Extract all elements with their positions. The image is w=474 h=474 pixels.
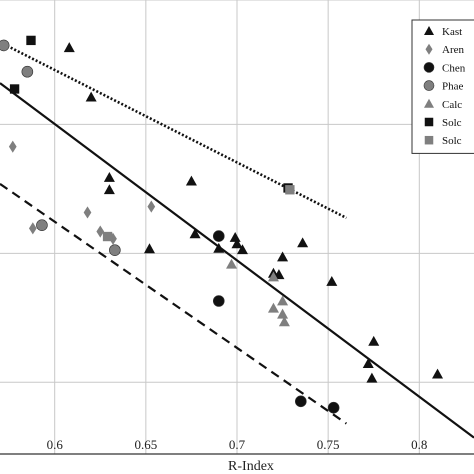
point-solc-6-0: [102, 231, 113, 242]
legend-box: [411, 19, 474, 154]
fit-line-dotted: [0, 41, 347, 220]
point-kast-0-6: [189, 228, 201, 239]
point-aren-1-2: [83, 206, 92, 219]
point-aren-1-3: [96, 225, 105, 238]
point-calc-4-3: [277, 295, 289, 306]
legend-marker-5: [424, 117, 434, 127]
point-kast-0-9: [236, 244, 248, 255]
point-chen-2-1: [212, 295, 225, 307]
point-calc-4-0: [226, 258, 238, 269]
point-kast-0-2: [103, 172, 115, 182]
legend-marker-3: [423, 80, 435, 91]
point-chen-2-3: [327, 401, 340, 414]
point-solc-5-1: [26, 35, 36, 46]
point-kast-0-10: [213, 242, 225, 253]
point-phae-3-3: [109, 244, 121, 256]
point-calc-4-4: [277, 308, 289, 319]
data-markers: [0, 35, 444, 414]
point-kast-0-7: [229, 231, 241, 242]
legend-marker-1: [425, 43, 433, 55]
legend-marker-4: [424, 98, 434, 108]
legend-label-5: Solc: [442, 117, 462, 129]
x-tick-label-0: 0.6: [47, 437, 64, 452]
legend-marker-2: [423, 62, 435, 73]
fit-lines: [0, 41, 474, 439]
legend-label-6: Solc: [442, 135, 462, 147]
legend-marker-0: [424, 26, 434, 35]
point-kast-0-17: [368, 335, 380, 346]
point-aren-1-0: [8, 140, 17, 153]
legend: Kast Aren Chen Phae Calc Solc Solc: [411, 19, 474, 154]
point-aren-1-1: [28, 222, 37, 235]
point-kast-0-1: [85, 91, 97, 102]
point-kast-0-4: [143, 243, 155, 254]
legend-label-1: Aren: [442, 44, 464, 56]
legend-label-3: Phae: [442, 81, 464, 93]
fit-line-solid: [0, 82, 474, 439]
point-calc-4-1: [267, 271, 279, 282]
point-kast-0-8: [231, 238, 243, 249]
x-tick-label-2: 0.7: [229, 437, 246, 452]
point-kast-0-14: [297, 237, 309, 248]
point-kast-0-15: [326, 275, 338, 286]
point-chen-2-0: [212, 230, 225, 242]
legend-label-2: Chen: [442, 62, 466, 74]
point-calc-4-2: [267, 302, 279, 313]
point-solc-6-1: [285, 185, 295, 195]
legend-label-0: Kast: [442, 26, 462, 38]
point-kast-0-13: [277, 251, 289, 262]
point-chen-2-2: [295, 395, 307, 408]
point-phae-3-1: [21, 65, 34, 78]
x-axis-title: R-Index: [228, 459, 274, 474]
point-kast-0-19: [432, 368, 444, 379]
x-tick-labels: 0.6 0.65 0.7 0.75 0.8: [47, 437, 428, 452]
x-tick-label-4: 0.8: [411, 437, 427, 452]
legend-marker-6: [424, 135, 434, 145]
point-aren-1-5: [147, 200, 156, 213]
fit-line-dashed: [0, 182, 348, 425]
point-kast-0-18: [366, 372, 378, 383]
point-solc-5-0: [9, 84, 20, 94]
grid: [0, 0, 474, 454]
legend-label-4: Calc: [442, 99, 462, 111]
x-tick-label-3: 0.75: [317, 437, 340, 452]
point-calc-4-5: [278, 316, 290, 327]
point-kast-0-5: [185, 175, 197, 186]
point-phae-3-0: [0, 39, 10, 52]
point-aren-1-4: [109, 232, 117, 245]
point-kast-0-16: [362, 358, 374, 369]
point-kast-0-0: [63, 42, 75, 53]
x-tick-label-1: 0.65: [134, 437, 157, 452]
point-phae-3-2: [36, 219, 48, 231]
point-kast-0-3: [103, 184, 115, 195]
